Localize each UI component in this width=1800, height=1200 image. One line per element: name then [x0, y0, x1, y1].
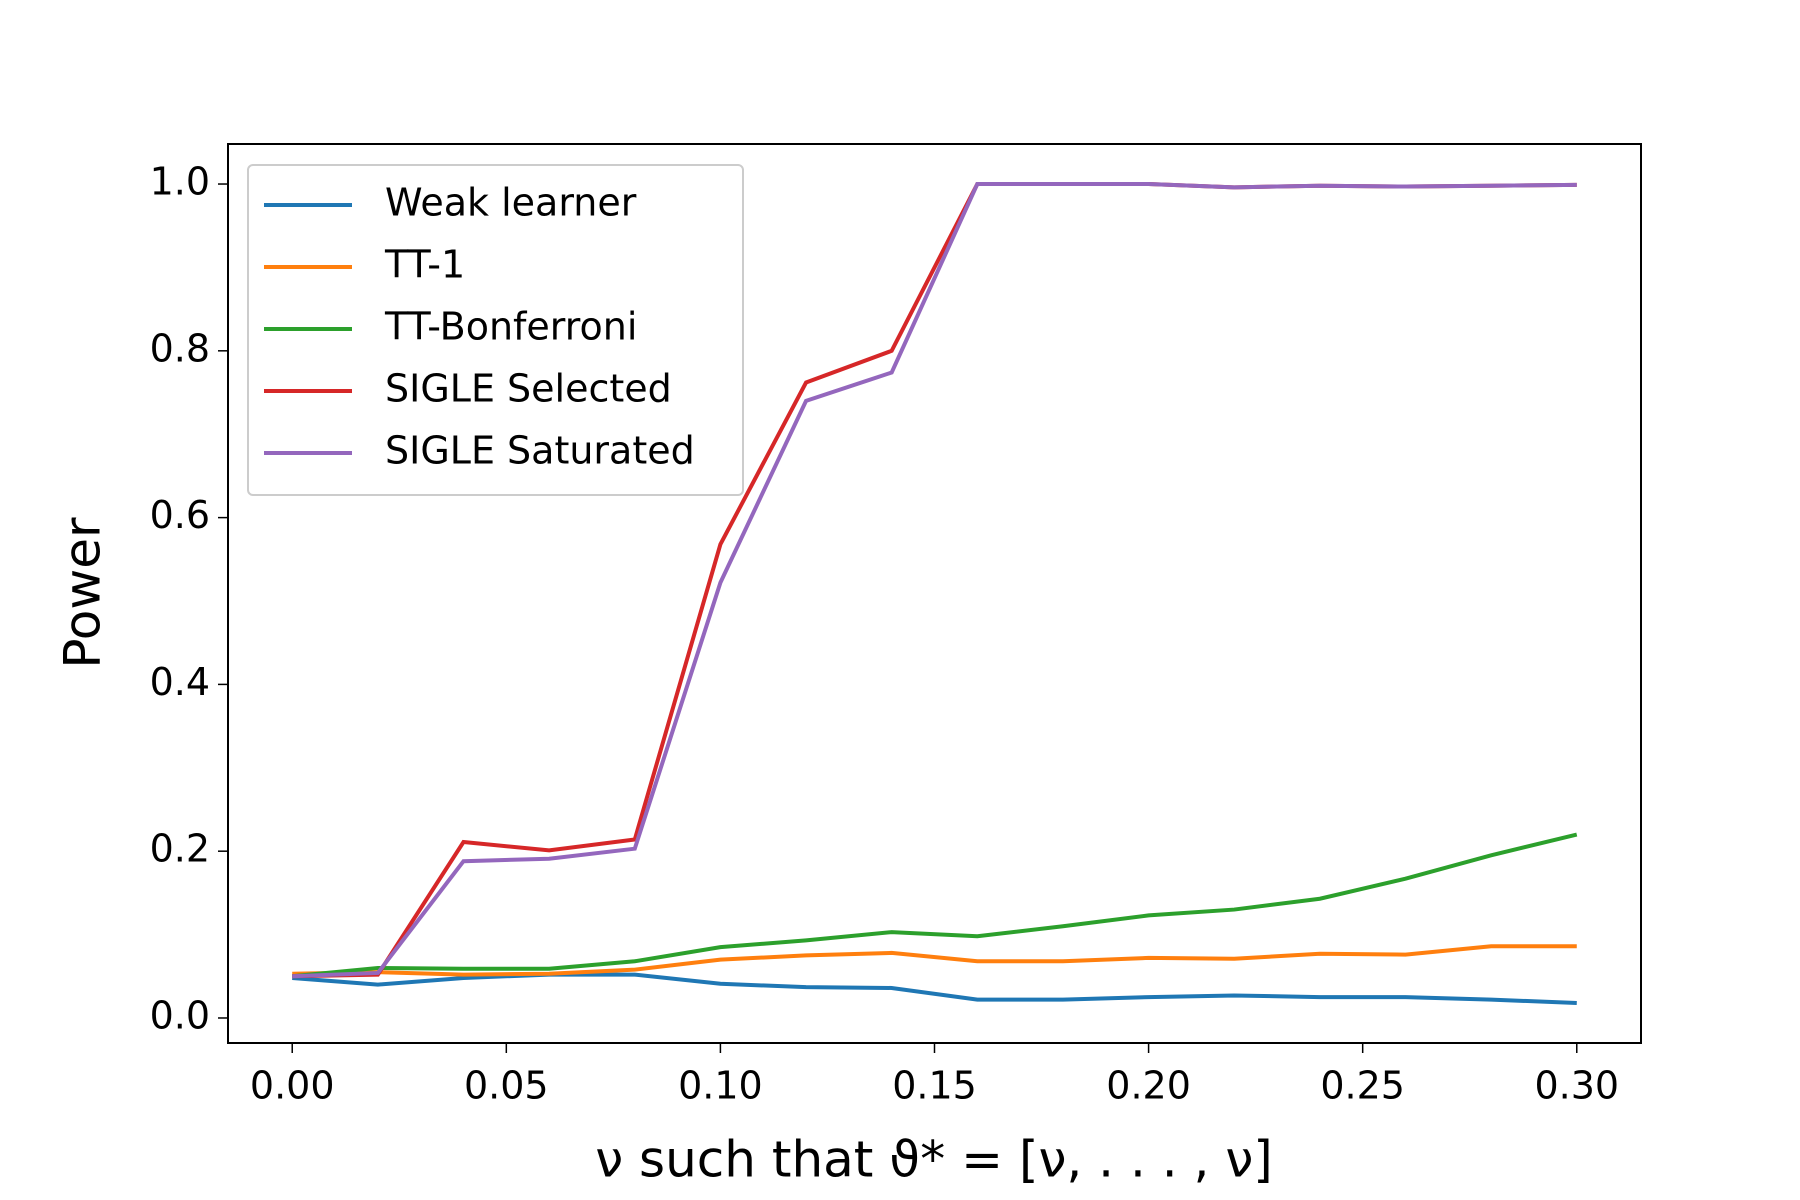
series-line — [292, 182, 1577, 979]
x-tick-label: 0.15 — [892, 1064, 977, 1108]
legend-box — [247, 164, 744, 496]
y-tick-label: 0.8 — [150, 326, 210, 370]
series-line — [292, 832, 1578, 979]
legend-label: TT-1 — [384, 243, 465, 287]
y-tick-label: 0.4 — [150, 660, 210, 704]
x-tick-label: 0.30 — [1534, 1064, 1619, 1108]
y-tick-label: 0.2 — [150, 827, 210, 871]
x-axis-label: ν such that ϑ* = [ν, . . . , ν] — [595, 1131, 1273, 1189]
y-tick-label: 1.0 — [150, 160, 210, 204]
x-tick-label: 0.20 — [1106, 1064, 1191, 1108]
legend-label: Weak learner — [385, 181, 637, 225]
x-tick-label: 0.00 — [250, 1064, 335, 1108]
x-tick-label: 0.25 — [1320, 1064, 1405, 1108]
y-tick-label: 0.0 — [150, 993, 210, 1037]
x-tick-label: 0.10 — [678, 1064, 763, 1108]
legend-label: SIGLE Selected — [385, 367, 672, 411]
plot-frame — [227, 143, 1642, 1044]
y-tick-label: 0.6 — [150, 493, 210, 537]
series-line — [292, 944, 1577, 977]
y-axis-label: Power — [54, 517, 112, 669]
x-tick-label: 0.05 — [464, 1064, 549, 1108]
series-line — [292, 972, 1577, 1005]
legend-label: SIGLE Saturated — [385, 429, 695, 473]
legend-label: TT-Bonferroni — [384, 305, 637, 349]
